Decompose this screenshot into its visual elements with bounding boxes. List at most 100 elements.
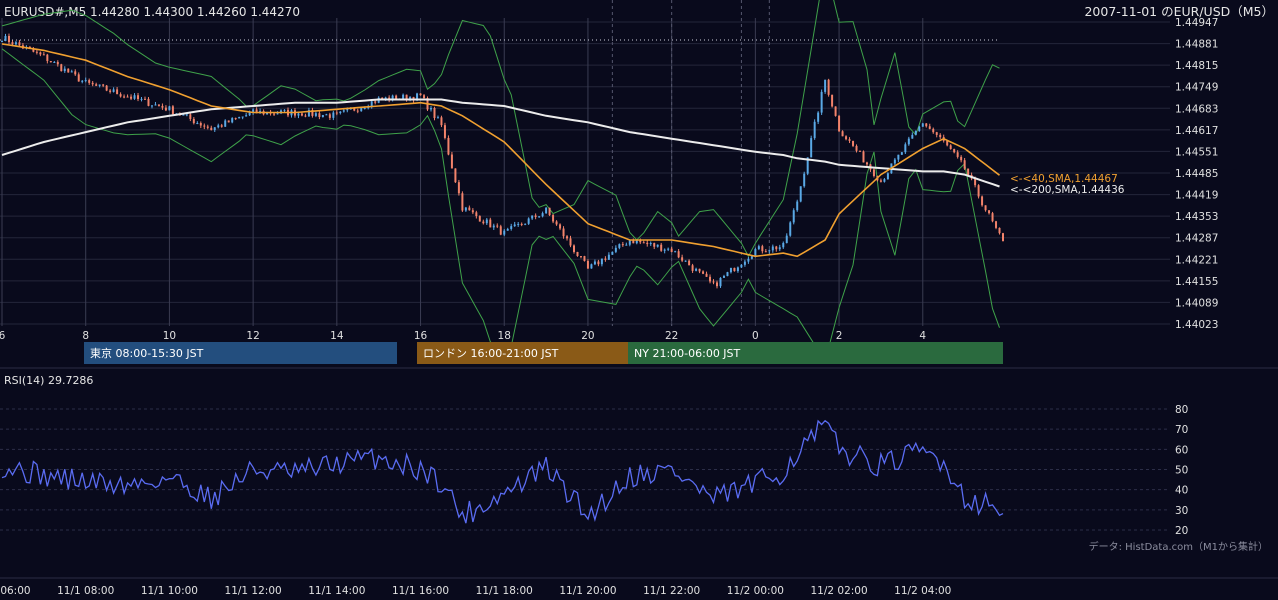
candle-body <box>625 244 628 246</box>
candle-body <box>775 246 778 250</box>
candle-body <box>140 98 143 100</box>
candle-body <box>300 113 303 116</box>
candle-body <box>702 271 705 274</box>
rsi-line <box>1 419 1004 524</box>
candle-body <box>231 118 234 123</box>
candle-body <box>573 245 575 252</box>
candle-body <box>252 109 255 113</box>
candle-body <box>123 96 126 98</box>
candle-body <box>695 268 698 271</box>
price-y-tick-label: 1.44683 <box>1175 103 1218 115</box>
candle-body <box>475 212 478 217</box>
candle-body <box>935 132 938 135</box>
candle-body <box>782 242 785 248</box>
candle-body <box>632 240 635 244</box>
candle-body <box>555 221 558 225</box>
candle-body <box>552 215 555 222</box>
sma40-line <box>1 43 1000 258</box>
session-bar-ny <box>628 342 1003 364</box>
candle-body <box>328 114 331 118</box>
candle-body <box>562 228 565 237</box>
candle-body <box>137 95 140 100</box>
candle-body <box>447 137 450 155</box>
bollinger-lower-band <box>1 48 1000 363</box>
candle-body <box>743 261 746 265</box>
price-x-tick-label: 12 <box>246 330 259 342</box>
candle-body <box>949 145 952 150</box>
candle-body <box>771 246 774 251</box>
candle-body <box>900 152 903 155</box>
candle-body <box>716 282 718 287</box>
candle-body <box>405 94 408 101</box>
candle-body <box>541 213 544 217</box>
candle-body <box>18 42 21 46</box>
price-y-tick-label: 1.44287 <box>1175 233 1218 245</box>
candle-body <box>607 254 610 260</box>
session-bar-tokyo <box>84 342 397 364</box>
candle-body <box>454 168 457 183</box>
candle-body <box>304 115 307 117</box>
candle-body <box>639 240 642 243</box>
session-label-london: ロンドン 16:00-21:00 JST <box>423 347 559 360</box>
candle-body <box>967 168 970 176</box>
candle-body <box>164 107 167 111</box>
candle-body <box>953 149 956 153</box>
price-x-tick-label: 4 <box>919 330 926 342</box>
price-x-tick-label: 2 <box>836 330 843 342</box>
candle-body <box>255 109 258 114</box>
candle-body <box>503 230 506 235</box>
candle-body <box>810 138 813 158</box>
candle-body <box>865 162 868 165</box>
candle-body <box>604 258 607 260</box>
candle-body <box>691 265 694 271</box>
candle-body <box>241 116 244 118</box>
candle-body <box>423 95 426 99</box>
bottom-x-axis: 11/1 06:00 11/1 08:00 11/1 10:00 11/1 12:00… <box>0 585 951 597</box>
candle-body <box>939 134 942 138</box>
session-label-tokyo: 東京 08:00-15:30 JST <box>90 346 204 360</box>
candle-body <box>813 121 816 139</box>
candle-body <box>879 180 882 182</box>
candle-body <box>862 151 865 163</box>
bottom-x-tick-label: 11/1 22:00 <box>643 585 700 597</box>
candle-body <box>991 213 994 222</box>
candle-body <box>88 80 91 83</box>
candle-body <box>566 236 569 239</box>
candle-body <box>485 219 488 224</box>
candle-body <box>49 61 52 63</box>
candle-body <box>796 201 799 211</box>
candle-body <box>740 264 743 268</box>
candle-body <box>925 123 928 127</box>
candle-body <box>318 113 321 117</box>
price-x-tick-label: 22 <box>665 330 678 342</box>
candle-body <box>119 94 122 97</box>
candle-body <box>688 260 691 266</box>
bollinger-upper-band <box>1 0 1000 258</box>
candle-body <box>430 108 432 110</box>
candle-body <box>168 106 171 111</box>
candle-body <box>834 106 837 116</box>
candle-body <box>524 223 527 225</box>
candle-body <box>660 244 663 251</box>
bottom-x-tick-label: 11/1 06:00 <box>0 585 31 597</box>
rsi-y-tick-label: 20 <box>1175 525 1188 537</box>
price-y-tick-label: 1.44947 <box>1175 17 1218 29</box>
candle-body <box>367 107 370 109</box>
candle-body <box>147 98 150 106</box>
price-y-tick-label: 1.44617 <box>1175 125 1218 137</box>
candle-body <box>402 94 405 99</box>
candle-body <box>77 74 80 82</box>
candle-body <box>600 258 603 265</box>
candle-body <box>960 156 963 161</box>
rsi-y-tick-label: 30 <box>1175 505 1188 517</box>
candle-body <box>859 150 861 152</box>
candle-body <box>872 169 875 177</box>
candle-body <box>545 207 548 214</box>
bottom-x-tick-label: 11/1 18:00 <box>476 585 533 597</box>
candle-body <box>189 114 192 119</box>
candle-body <box>785 235 788 243</box>
price-y-tick-label: 1.44353 <box>1175 211 1218 223</box>
candle-body <box>848 139 851 141</box>
price-x-axis: 6 8 10 12 14 16 18 20 22 0 2 4 <box>0 330 926 342</box>
